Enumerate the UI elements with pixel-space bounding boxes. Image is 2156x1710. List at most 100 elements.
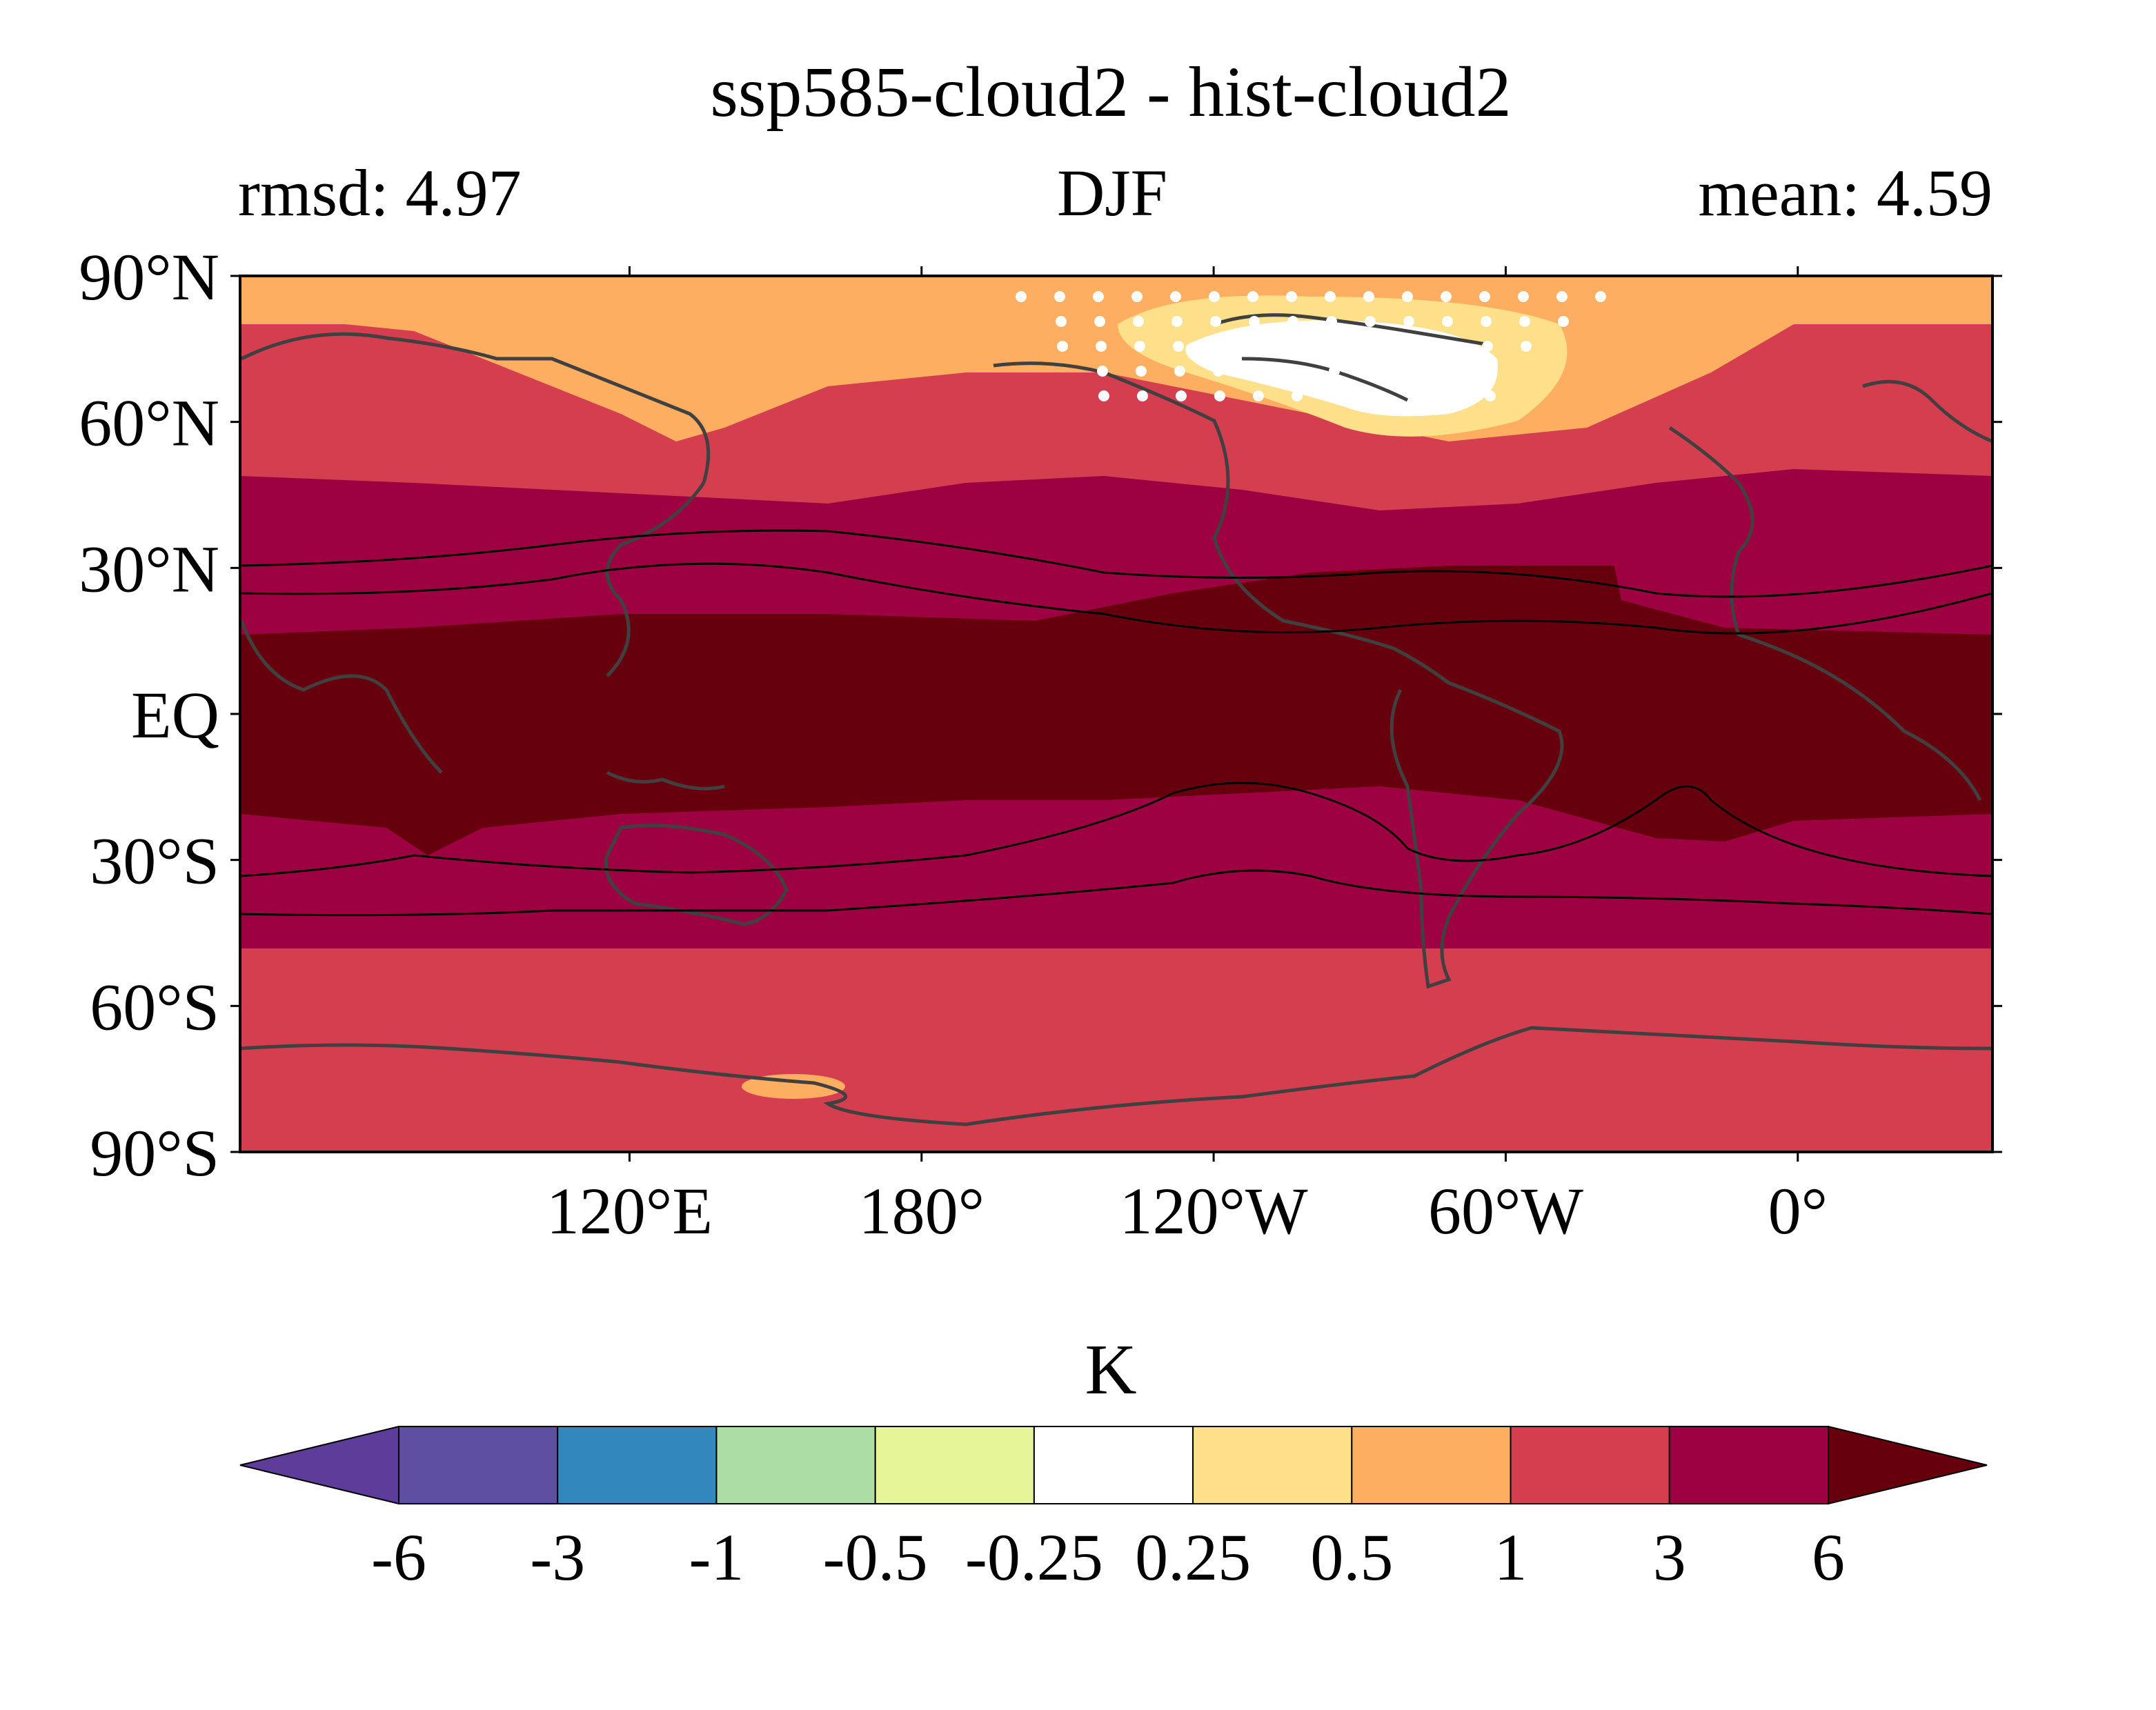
stipple-dot: [1176, 390, 1187, 401]
stipple-dot: [1136, 366, 1147, 377]
stipple-dot: [1479, 291, 1490, 302]
chart-title: ssp585-cloud2 - hist-cloud2: [710, 52, 1511, 132]
stipple-dot: [1365, 316, 1376, 327]
stipple-dot: [1406, 366, 1417, 377]
stipple-dot: [1137, 390, 1148, 401]
mean-label: mean: 4.59: [1698, 156, 1992, 230]
stipple-dot: [1209, 291, 1220, 302]
colorbar: [239, 1425, 1988, 1505]
stipple-dot: [1485, 390, 1496, 401]
stipple-dot: [1093, 291, 1104, 302]
colorbar-tick-label: -1: [689, 1520, 744, 1594]
colorbar-tick-label: 3: [1653, 1520, 1686, 1594]
x-tick-label: 180°: [859, 1174, 985, 1248]
stipple-dot: [1096, 341, 1107, 352]
y-tick-label: 30°N: [79, 532, 219, 606]
stipple-dot: [1481, 316, 1492, 327]
arctic-white-region: [1185, 320, 1499, 417]
y-tick-label: 30°S: [90, 824, 219, 898]
stipple-dot: [1445, 366, 1456, 377]
stipple-dot: [1483, 366, 1494, 377]
rmsd-label: rmsd: 4.97: [238, 156, 522, 230]
coastlines: [240, 313, 1992, 1126]
colorbar-tick-label: -3: [530, 1520, 585, 1594]
x-tick-label: 120°W: [1120, 1174, 1308, 1248]
stipple-dot: [1367, 366, 1378, 377]
stipple-dot: [1286, 291, 1297, 302]
y-axis: 90°N 60°N 30°N EQ 30°S 60°S 90°S: [79, 240, 2002, 1190]
stipple-dot: [1247, 291, 1258, 302]
stipple-dot: [1170, 291, 1181, 302]
colorbar-swatch: [1033, 1426, 1194, 1504]
band-south-mid-red: [240, 948, 1992, 1152]
colorbar-swatch: [715, 1426, 876, 1504]
colorbar-swatch: [1192, 1426, 1353, 1504]
stipple-dot: [1249, 316, 1260, 327]
map-plot: [240, 276, 1992, 1152]
stipple-dot: [1290, 366, 1301, 377]
stipple-dot: [1094, 316, 1105, 327]
stipple-dot: [1250, 341, 1261, 352]
stipple-dot: [1174, 366, 1185, 377]
stipple-dot: [1173, 341, 1184, 352]
stipple-dot: [1363, 291, 1374, 302]
colorbar-tick-label: 0.5: [1310, 1520, 1393, 1594]
colorbar-tick-label: 1: [1494, 1520, 1527, 1594]
contour-lines: [240, 529, 1992, 917]
stipple-dot: [1056, 316, 1067, 327]
colorbar-swatch: [1668, 1426, 1830, 1504]
stipple-dot: [1289, 341, 1300, 352]
x-tick-label: 60°W: [1428, 1174, 1583, 1248]
y-tick-label: 60°S: [90, 970, 219, 1044]
stipple-dot: [1521, 341, 1532, 352]
y-tick-label: 60°N: [79, 386, 219, 460]
colorbar-tick-label: 6: [1812, 1520, 1845, 1594]
stipple-dot: [1329, 366, 1340, 377]
stipple-dot: [1441, 291, 1452, 302]
stipple-dot: [1098, 390, 1109, 401]
x-tick-label: 0°: [1768, 1174, 1828, 1248]
stipple-dot: [1213, 366, 1224, 377]
stipple-dot: [1327, 341, 1338, 352]
stipple-dot: [1292, 390, 1303, 401]
y-tick-label: EQ: [131, 678, 219, 752]
season-label: DJF: [1057, 156, 1167, 230]
colorbar-swatch: [1510, 1426, 1670, 1504]
stipple-dot: [1287, 316, 1298, 327]
stipple-dot: [1403, 316, 1414, 327]
colorbar-extend-high: [1828, 1425, 1988, 1505]
band-tropical-maroon: [240, 566, 1992, 855]
stipple-dot: [1519, 316, 1530, 327]
stipple-dot: [1016, 291, 1027, 302]
significance-stippling: [1016, 291, 1606, 401]
stipple-dot: [1211, 341, 1223, 352]
colorbar-tick-label: -6: [371, 1520, 426, 1594]
stipple-dot: [1325, 291, 1336, 302]
stipple-dot: [1097, 366, 1108, 377]
stipple-dot: [1134, 341, 1145, 352]
y-tick-label: 90°N: [79, 240, 219, 314]
stipple-dot: [1210, 316, 1221, 327]
x-axis: 120°E 180° 120°W 60°W 0°: [546, 266, 1828, 1248]
stipple-dot: [1366, 341, 1377, 352]
stipple-dot: [1407, 390, 1418, 401]
stipple-dot: [1054, 291, 1065, 302]
colorbar-tick-label: -0.5: [823, 1520, 928, 1594]
stipple-dot: [1443, 341, 1454, 352]
y-tick-label: 90°S: [90, 1116, 219, 1190]
colorbar-extend-low: [239, 1425, 399, 1505]
x-tick-label: 120°E: [546, 1174, 713, 1248]
stipple-dot: [1133, 316, 1144, 327]
stipple-dot: [1369, 390, 1380, 401]
colorbar-tick-label: 0.25: [1135, 1520, 1251, 1594]
stipple-dot: [1326, 316, 1337, 327]
stipple-dot: [1558, 316, 1569, 327]
band-north-polar-orange: [240, 276, 1992, 441]
stipple-dot: [1330, 390, 1341, 401]
stipple-dot: [1446, 390, 1457, 401]
colorbar-label: K: [1085, 1330, 1136, 1409]
stipple-dot: [1131, 291, 1143, 302]
stipple-dot: [1442, 316, 1453, 327]
stipple-dot: [1171, 316, 1183, 327]
